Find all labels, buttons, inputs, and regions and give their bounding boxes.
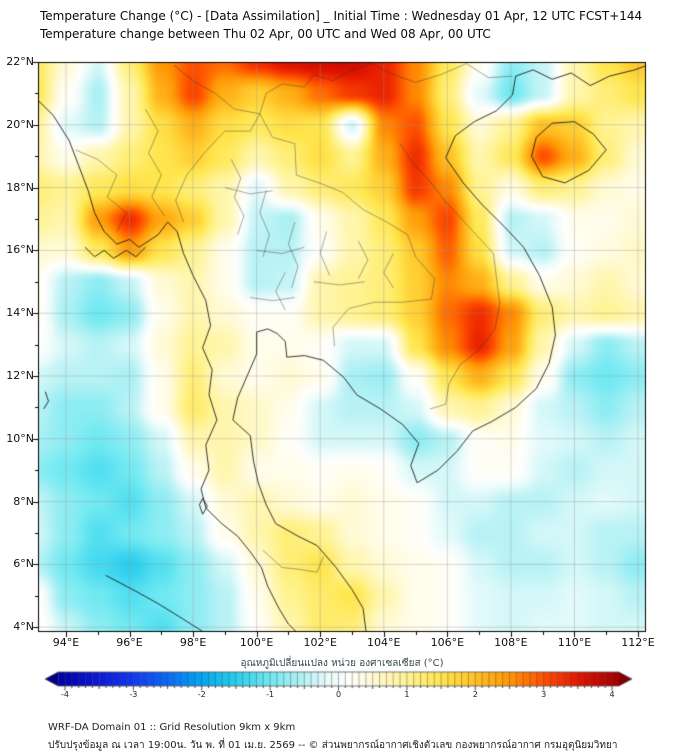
colorbar-tick-label: -3: [129, 690, 138, 699]
y-tick-label: 20°N: [6, 117, 34, 131]
title-line-2: Temperature change between Thu 02 Apr, 0…: [40, 27, 491, 41]
x-tick-label: 108°E: [494, 636, 528, 649]
colorbar-tick-label: 2: [472, 690, 478, 699]
x-tick-label: 98°E: [179, 636, 207, 649]
map-area: [30, 56, 656, 642]
x-tick-label: 104°E: [367, 636, 401, 649]
chart-title: Temperature Change (°C) - [Data Assimila…: [40, 7, 642, 43]
x-tick-label: 106°E: [430, 636, 465, 649]
colorbar-tick-label: -2: [197, 690, 206, 699]
y-tick-label: 4°N: [13, 620, 34, 634]
colorbar-label: อุณหภูมิเปลี่ยนแปลง หน่วย องศาเซลเซียส (…: [240, 658, 444, 669]
y-tick-label: 12°N: [6, 369, 34, 382]
y-tick-label: 16°N: [6, 243, 34, 257]
colorbar-canvas: [36, 670, 640, 694]
colorbar-tick-label: -1: [266, 690, 275, 699]
x-tick-label: 112°E: [621, 636, 655, 649]
x-tick-label: 102°E: [303, 636, 337, 649]
colorbar-tick-label: 3: [541, 690, 547, 699]
y-tick-label: 8°N: [13, 494, 34, 508]
y-tick-label: 10°N: [6, 431, 34, 445]
y-tick-label: 6°N: [13, 557, 34, 571]
colorbar-tick-label: -4: [61, 690, 69, 699]
x-tick-label: 100°E: [239, 636, 274, 649]
colorbar-tick-label: 1: [404, 690, 410, 699]
temperature-heatmap-canvas: [30, 56, 656, 642]
footer-domain-info: WRF-DA Domain 01 :: Grid Resolution 9km …: [48, 722, 296, 733]
colorbar: [36, 670, 640, 694]
title-line-1: Temperature Change (°C) - [Data Assimila…: [40, 9, 643, 23]
y-tick-label: 18°N: [6, 180, 34, 194]
x-tick-label: 94°E: [52, 636, 80, 649]
y-tick-label: 22°N: [6, 55, 34, 68]
x-tick-label: 110°E: [557, 636, 592, 649]
y-tick-label: 14°N: [6, 306, 34, 320]
footer-update-info: ปรับปรุงข้อมูล ณ เวลา 19:00น. วัน พ. ที่…: [48, 740, 618, 751]
colorbar-tick-label: 4: [609, 690, 615, 699]
colorbar-tick-label: 0: [335, 690, 342, 699]
x-tick-label: 96°E: [116, 636, 143, 649]
